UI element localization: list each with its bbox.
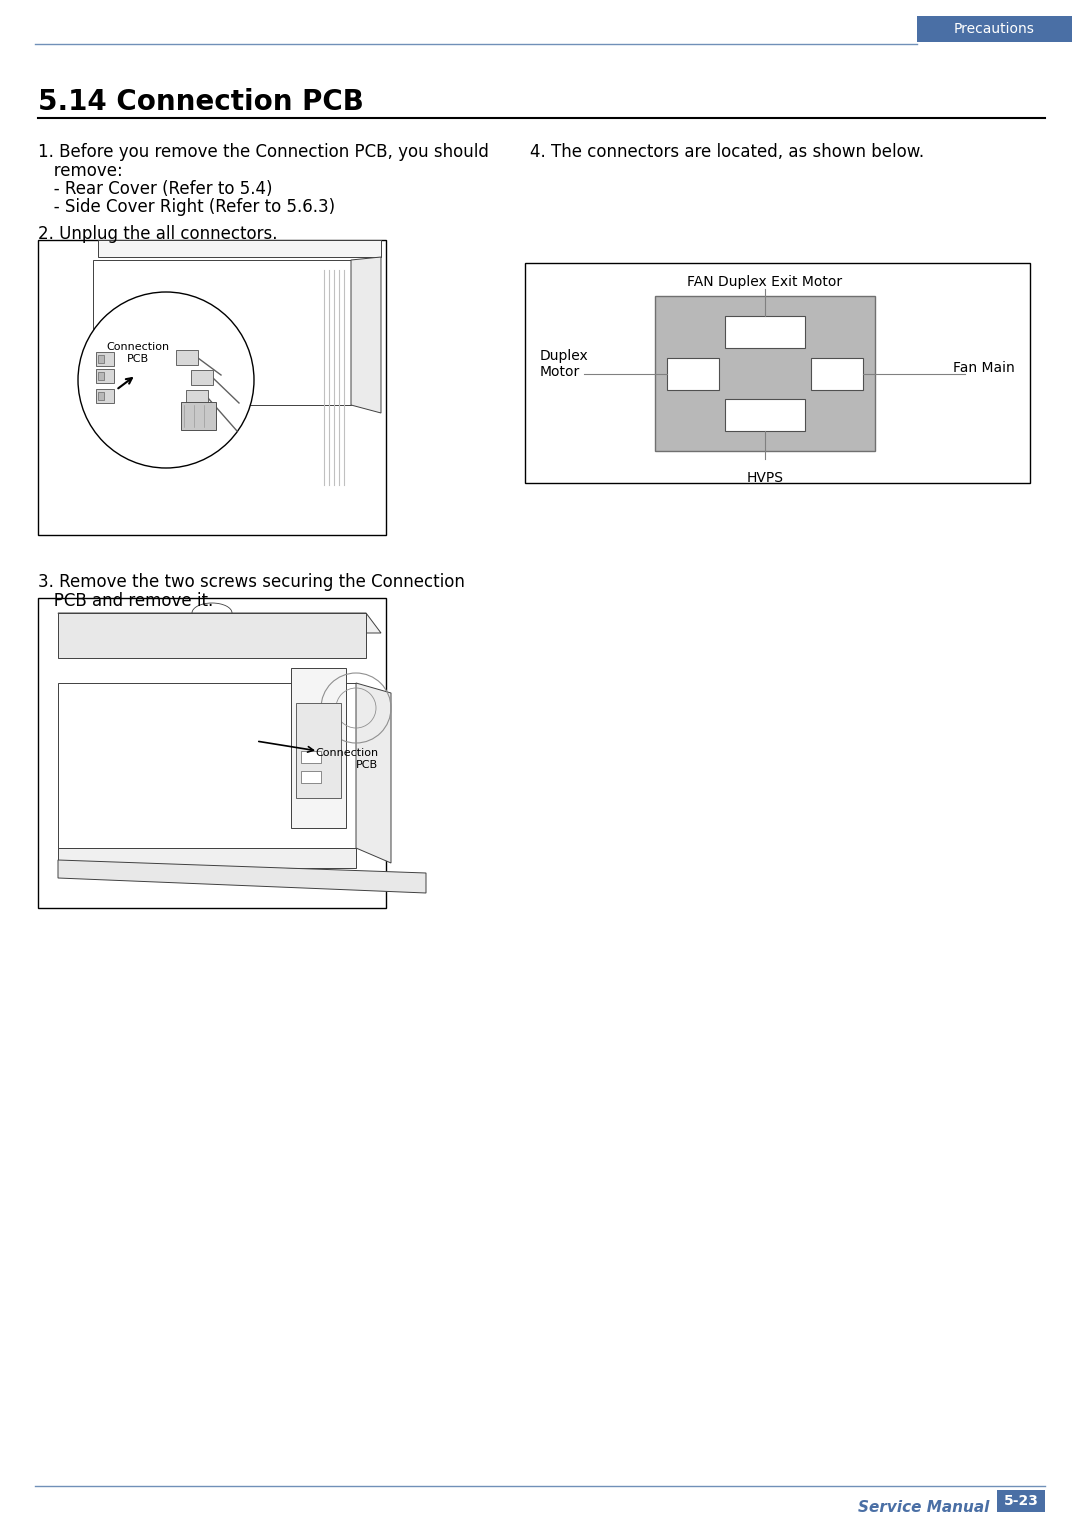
Bar xyxy=(186,694,326,769)
Circle shape xyxy=(231,277,247,293)
Circle shape xyxy=(255,335,261,341)
Text: 1. Before you remove the Connection PCB, you should: 1. Before you remove the Connection PCB,… xyxy=(38,144,489,160)
Bar xyxy=(279,306,292,315)
Bar xyxy=(186,390,208,405)
Bar xyxy=(654,296,875,451)
Polygon shape xyxy=(93,260,351,405)
Text: Connection: Connection xyxy=(315,749,378,758)
Bar xyxy=(96,351,114,367)
Bar xyxy=(811,358,863,390)
Circle shape xyxy=(276,714,285,723)
Bar xyxy=(38,240,386,535)
Polygon shape xyxy=(58,613,366,659)
Bar xyxy=(525,263,1030,483)
Bar xyxy=(297,306,310,315)
Circle shape xyxy=(185,698,203,717)
Text: FAN Duplex Exit Motor: FAN Duplex Exit Motor xyxy=(688,275,842,289)
Circle shape xyxy=(78,292,254,468)
Circle shape xyxy=(255,342,261,348)
Bar xyxy=(103,388,163,400)
Bar xyxy=(241,727,255,740)
Bar xyxy=(301,750,321,762)
Circle shape xyxy=(255,327,261,333)
Text: PCB and remove it.: PCB and remove it. xyxy=(38,591,213,610)
Text: HVPS: HVPS xyxy=(746,471,783,484)
Bar xyxy=(725,399,805,431)
Text: remove:: remove: xyxy=(38,162,123,180)
Text: 2. Unplug the all connectors.: 2. Unplug the all connectors. xyxy=(38,225,278,243)
Text: 5-23: 5-23 xyxy=(1003,1494,1039,1508)
Bar xyxy=(201,727,215,740)
Text: Connection: Connection xyxy=(107,342,170,351)
Text: 5.14 Connection PCB: 5.14 Connection PCB xyxy=(38,89,364,116)
Circle shape xyxy=(303,756,311,764)
Polygon shape xyxy=(98,240,381,257)
Bar xyxy=(98,354,104,364)
Bar xyxy=(246,280,316,299)
Text: PCB: PCB xyxy=(356,759,378,770)
Bar xyxy=(725,316,805,348)
Polygon shape xyxy=(58,848,356,868)
Bar xyxy=(176,350,198,365)
Bar xyxy=(201,743,251,756)
Circle shape xyxy=(303,743,311,750)
Circle shape xyxy=(291,727,298,736)
Bar xyxy=(38,597,386,908)
Bar xyxy=(291,668,346,828)
Bar xyxy=(206,701,286,723)
Bar xyxy=(181,402,216,429)
Bar xyxy=(261,727,275,740)
Circle shape xyxy=(303,727,311,736)
Bar xyxy=(997,1490,1045,1513)
Polygon shape xyxy=(58,683,356,848)
Text: Fan Main: Fan Main xyxy=(954,361,1015,374)
Circle shape xyxy=(303,714,311,723)
Circle shape xyxy=(276,756,285,764)
Circle shape xyxy=(267,319,273,325)
Bar xyxy=(231,270,341,341)
Polygon shape xyxy=(58,613,381,633)
Bar xyxy=(667,358,719,390)
Circle shape xyxy=(291,756,298,764)
Circle shape xyxy=(267,335,273,341)
Circle shape xyxy=(276,727,285,736)
Circle shape xyxy=(243,335,249,341)
Circle shape xyxy=(255,319,261,325)
Bar xyxy=(221,727,235,740)
Bar xyxy=(296,703,341,798)
Polygon shape xyxy=(356,683,391,863)
Bar xyxy=(917,15,1072,41)
Bar xyxy=(191,370,213,385)
Text: - Rear Cover (Refer to 5.4): - Rear Cover (Refer to 5.4) xyxy=(38,180,272,199)
Text: Precautions: Precautions xyxy=(954,21,1035,37)
Circle shape xyxy=(243,342,249,348)
Circle shape xyxy=(243,327,249,333)
Circle shape xyxy=(267,327,273,333)
Bar xyxy=(301,772,321,782)
Text: PCB: PCB xyxy=(127,354,149,364)
Bar xyxy=(96,390,114,403)
Bar xyxy=(103,370,163,385)
Bar xyxy=(98,371,104,380)
Text: - Side Cover Right (Refer to 5.6.3): - Side Cover Right (Refer to 5.6.3) xyxy=(38,199,335,215)
Circle shape xyxy=(291,743,298,750)
Text: 3. Remove the two screws securing the Connection: 3. Remove the two screws securing the Co… xyxy=(38,573,464,591)
Circle shape xyxy=(276,743,285,750)
Bar xyxy=(98,322,118,342)
Text: Motor: Motor xyxy=(540,365,580,379)
Bar xyxy=(243,306,256,315)
Bar xyxy=(261,306,274,315)
Circle shape xyxy=(291,714,298,723)
Polygon shape xyxy=(58,860,426,892)
Circle shape xyxy=(243,319,249,325)
Text: Service Manual: Service Manual xyxy=(858,1500,989,1514)
Bar xyxy=(96,368,114,384)
Text: Duplex: Duplex xyxy=(540,348,589,364)
Polygon shape xyxy=(351,257,381,413)
Text: 4. The connectors are located, as shown below.: 4. The connectors are located, as shown … xyxy=(530,144,924,160)
Circle shape xyxy=(267,342,273,348)
Bar xyxy=(98,393,104,400)
